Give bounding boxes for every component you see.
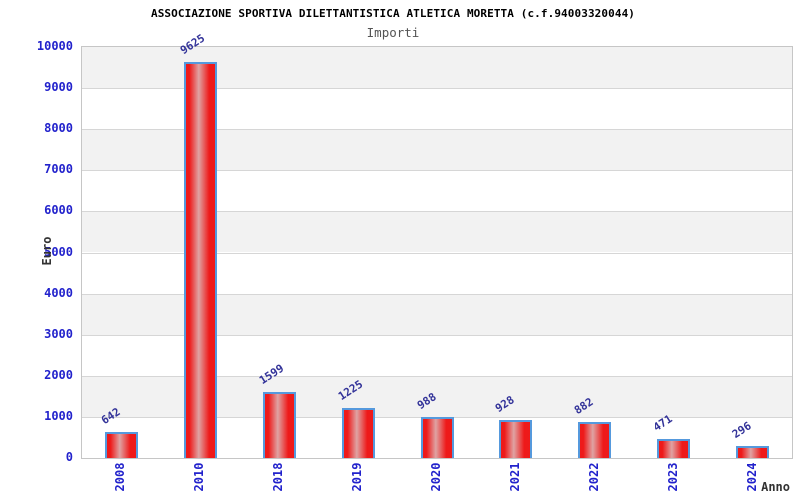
bar-2018 (262, 392, 296, 458)
x-tick-label: 2024 (744, 462, 759, 492)
x-tick-label: 2008 (113, 462, 128, 492)
y-tick-label: 10000 (36, 39, 73, 53)
gridline (82, 170, 792, 172)
x-axis-title: Anno (761, 480, 790, 494)
bar-2022 (578, 421, 612, 458)
y-tick-label: 8000 (44, 121, 73, 136)
gridline (82, 293, 792, 295)
x-tick-label: 2010 (192, 462, 207, 492)
bar-2010 (183, 62, 217, 458)
bar-2019 (341, 407, 375, 458)
bar-2021 (499, 419, 533, 458)
y-tick-label: 2000 (44, 367, 73, 382)
chart-subtitle: Importi (366, 25, 420, 40)
gridline (82, 88, 792, 90)
bar-2023 (657, 438, 691, 458)
gridline (82, 375, 792, 377)
y-tick-label: 0 (65, 450, 73, 464)
y-axis-title: Euro (40, 236, 54, 266)
x-tick-label: 2022 (586, 462, 601, 492)
gridline (82, 252, 792, 254)
chart-title: ASSOCIAZIONE SPORTIVA DILETTANTISTICA AT… (150, 7, 636, 20)
y-tick-label: 3000 (44, 326, 73, 341)
y-tick-label: 9000 (44, 80, 73, 95)
gridline (82, 334, 792, 336)
y-tick-label: 1000 (44, 408, 73, 423)
x-tick-label: 2023 (665, 462, 680, 492)
x-tick-label: 2020 (429, 462, 443, 492)
plot-area: 642 9625 1599 1225 988 928 882 471 296 (81, 32, 793, 459)
x-tick-label: 2018 (271, 462, 286, 492)
bar-2008 (104, 431, 138, 458)
x-tick-label: 2019 (350, 462, 365, 492)
y-tick-label: 4000 (44, 285, 73, 300)
gridline (82, 211, 792, 213)
y-tick-label: 5000 (44, 244, 73, 259)
gridline (82, 129, 792, 131)
x-tick-label: 2021 (507, 462, 522, 492)
y-tick-label: 6000 (44, 203, 73, 218)
bar-2020 (420, 417, 454, 458)
y-tick-label: 7000 (44, 162, 73, 177)
bar-2024 (736, 445, 770, 458)
